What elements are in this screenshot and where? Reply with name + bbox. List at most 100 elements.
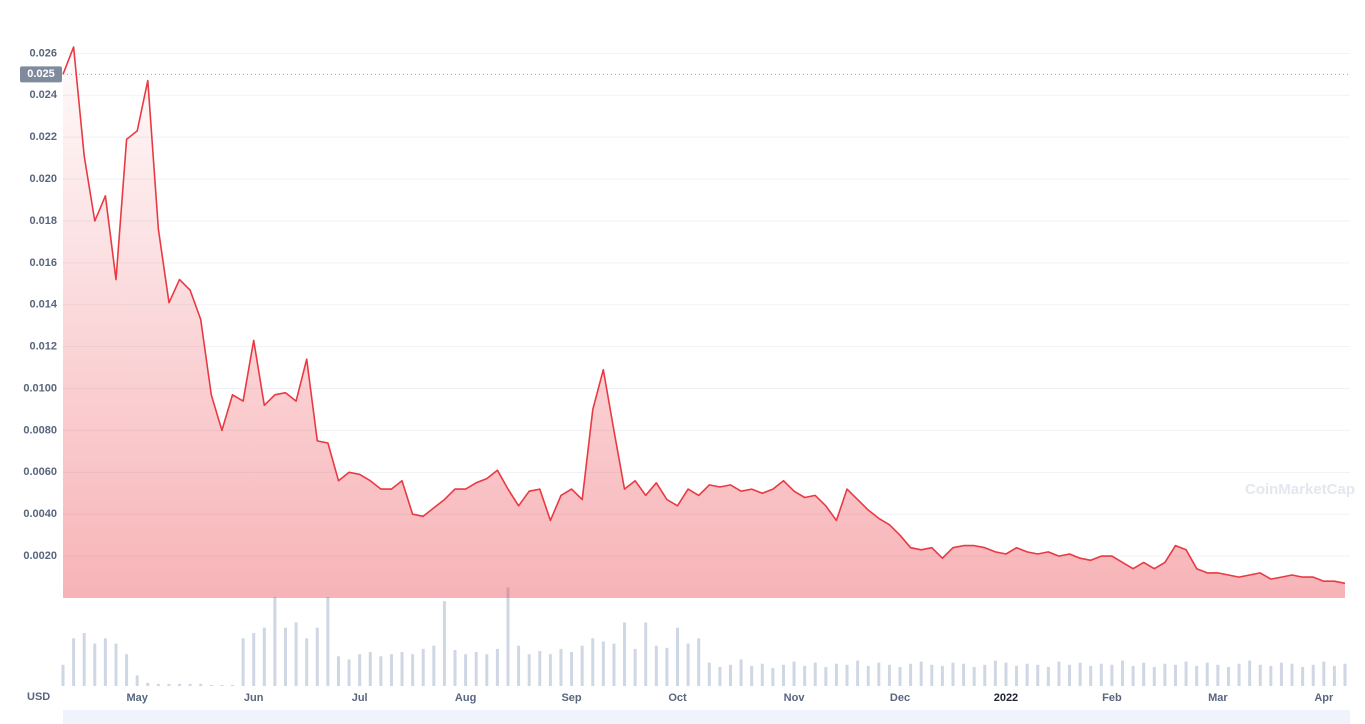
volume-bar [845,664,849,686]
volume-bar [697,638,701,686]
volume-bar [1248,660,1252,686]
y-tick-label: 0.012 [29,341,57,353]
volume-bar [114,643,118,686]
watermark: CoinMarketCap [1245,481,1355,498]
volume-bar [125,654,129,686]
volume-bar [1142,662,1146,686]
volume-bar [781,664,785,686]
volume-bar [824,666,828,686]
volume-bar [1269,665,1273,686]
volume-bar [326,596,330,686]
volume-bar [1205,662,1209,686]
volume-bar [82,633,86,686]
y-tick-label: 0.014 [29,299,57,311]
volume-bar [676,627,680,686]
volume-bar [135,675,139,686]
volume-bar [633,648,637,686]
volume-bar [379,656,383,686]
x-tick-label: Sep [561,692,581,704]
volume-bar [273,596,277,686]
volume-bar [813,662,817,686]
y-tick-label: 0.026 [29,47,57,59]
volume-bar [1173,664,1177,686]
navigator[interactable] [63,710,1350,724]
volume-bar [972,666,976,686]
price-line [62,46,1346,585]
volume-bar [612,643,616,686]
x-tick-label: Jun [244,692,264,704]
volume-bar [623,622,627,686]
volume-bar [1121,660,1125,686]
volume-bar [962,663,966,686]
y-tick-label: 0.022 [29,131,57,143]
volume-bar [495,648,499,686]
volume-bar [400,652,404,686]
volume-bar [1279,662,1283,686]
volume-bar [220,684,224,686]
volume-bar [1152,666,1156,686]
volume-bar [856,660,860,686]
volume-bar [315,627,319,686]
volume-bar [580,645,584,686]
y-tick-label: 0.0080 [23,424,57,436]
volume-bar [231,684,235,686]
volume-bar [654,645,658,686]
volume-bar [792,661,796,686]
x-tick-label: Apr [1314,692,1334,704]
volume-bar [898,666,902,686]
volume-bar [146,682,150,686]
volume-bar [103,638,107,686]
volume-bar [1301,666,1305,686]
reference-badge [20,66,62,83]
volume-bar [877,662,881,686]
volume-bar [887,664,891,686]
volume-bar [72,638,76,686]
volume-bar [411,654,415,686]
volume-bar [188,683,192,686]
volume-bar [347,659,351,686]
volume-bar [199,683,203,686]
volume-bar [739,659,743,686]
volume-bar [1068,664,1072,686]
volume-bar [1237,663,1241,686]
x-tick-label: Dec [890,692,910,704]
x-tick-label: Aug [455,692,476,704]
volume-bar [1184,661,1188,686]
volume-bar [559,648,563,686]
volume-bar [1025,663,1029,686]
volume-bar [1099,663,1103,686]
volume-bar [517,645,521,686]
volume-bar [1216,664,1220,686]
volume-bar [993,660,997,686]
volume-bar [866,665,870,686]
volume-bar [1311,664,1315,686]
volume-bar [665,647,669,686]
volume-bar [983,664,987,686]
volume-bar [474,652,478,686]
volume-bar [61,664,65,686]
volume-bar [601,641,605,686]
volume-bar [1015,665,1019,686]
volume-bar [760,663,764,686]
x-tick-label: Oct [668,692,687,704]
volume-bar [1226,666,1230,686]
y-tick-label: 0.016 [29,257,57,269]
volume-bar [951,662,955,686]
volume-bar [368,652,372,686]
volume-bar [432,645,436,686]
volume-bar [1078,662,1082,686]
volume-bar [294,622,298,686]
volume-bar [1057,661,1061,686]
x-tick-label: Nov [784,692,806,704]
volume-bar [1195,665,1199,686]
volume-bar [538,651,542,686]
volume-bar [453,649,457,686]
volume-bar [178,683,182,686]
volume-bar [252,633,256,686]
y-tick-label: 0.018 [29,215,57,227]
volume-bar [506,587,510,686]
volume-bar [803,665,807,686]
volume-bar [336,656,340,686]
volume-bar [1332,665,1336,686]
